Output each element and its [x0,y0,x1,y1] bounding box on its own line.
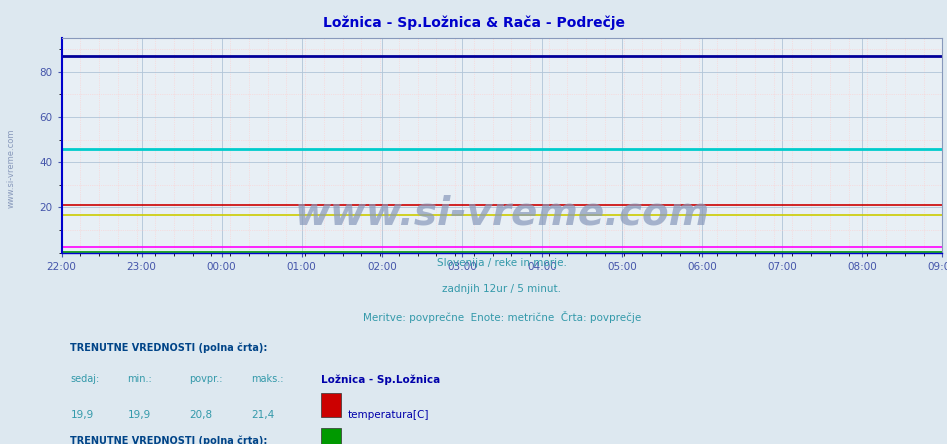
Text: TRENUTNE VREDNOSTI (polna črta):: TRENUTNE VREDNOSTI (polna črta): [70,436,268,444]
Text: povpr.:: povpr.: [189,374,223,384]
Text: 19,9: 19,9 [70,410,94,420]
Bar [321,428,341,444]
Text: 21,4: 21,4 [251,410,275,420]
Text: temperatura[C]: temperatura[C] [348,410,429,420]
Text: min.:: min.: [128,374,152,384]
Text: 19,9: 19,9 [128,410,151,420]
Text: Ložnica - Sp.Ložnica: Ložnica - Sp.Ložnica [321,374,440,385]
Bar [321,393,341,417]
Text: www.si-vreme.com: www.si-vreme.com [7,129,16,209]
Text: maks.:: maks.: [251,374,283,384]
Text: Meritve: povprečne  Enote: metrične  Črta: povprečje: Meritve: povprečne Enote: metrične Črta:… [363,311,641,323]
Text: TRENUTNE VREDNOSTI (polna črta):: TRENUTNE VREDNOSTI (polna črta): [70,342,268,353]
Text: www.si-vreme.com: www.si-vreme.com [295,195,709,233]
Text: zadnjih 12ur / 5 minut.: zadnjih 12ur / 5 minut. [442,285,562,294]
Text: sedaj:: sedaj: [70,374,99,384]
Text: Ložnica - Sp.Ložnica & Rača - Podrečje: Ložnica - Sp.Ložnica & Rača - Podrečje [323,16,624,30]
Text: 20,8: 20,8 [189,410,212,420]
Text: Slovenija / reke in morje.: Slovenija / reke in morje. [437,258,567,268]
